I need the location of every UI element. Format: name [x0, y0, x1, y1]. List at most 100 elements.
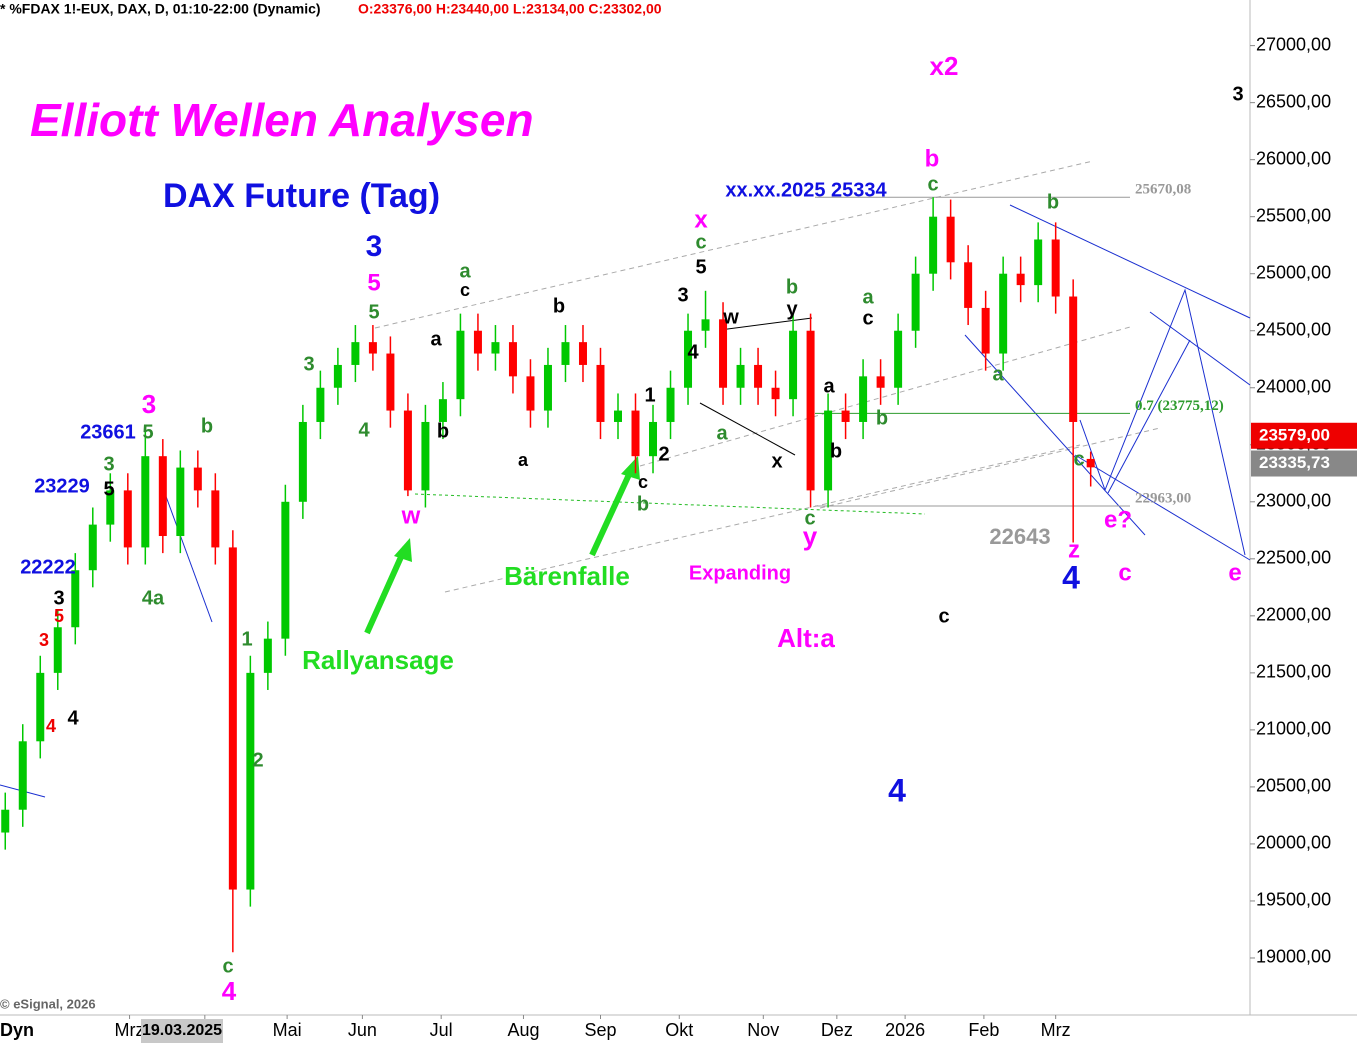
y-tick-label: 24000,00 — [1256, 377, 1331, 397]
wave-label: b — [786, 276, 798, 298]
y-tick-label: 26500,00 — [1256, 91, 1331, 111]
candle-body — [333, 364, 342, 388]
candle-body — [193, 467, 202, 491]
y-tick-label: 19000,00 — [1256, 947, 1331, 967]
drawings — [0, 160, 1251, 798]
candle-body — [981, 307, 990, 354]
candle-body — [841, 410, 850, 422]
candle-body — [53, 627, 62, 673]
wave-label: w — [401, 502, 421, 529]
x-tick-label: Okt — [665, 1020, 693, 1040]
y-tick-label: 26000,00 — [1256, 148, 1331, 168]
candle-body — [386, 353, 395, 411]
wave-label: 4 — [687, 341, 699, 363]
chart-title: Elliott Wellen Analysen — [30, 94, 534, 146]
candle-body — [946, 216, 955, 263]
wave-label: a — [518, 450, 529, 470]
wave-label: b — [637, 493, 649, 515]
wave-label: 3 — [677, 284, 688, 306]
candle-body — [684, 330, 693, 388]
wave-label: 23661 — [80, 421, 136, 443]
wave-label: c — [804, 507, 815, 529]
wave-label: b — [925, 145, 940, 172]
wave-label: 5 — [367, 269, 380, 296]
candle-body — [964, 262, 973, 308]
wave-label: x — [771, 450, 782, 472]
candle-body — [666, 387, 675, 422]
candle-body — [719, 319, 728, 388]
wave-label: y — [803, 521, 818, 551]
wave-label: b — [1047, 191, 1059, 213]
level-label: 22963,00 — [1135, 490, 1191, 506]
wave-label: e — [1228, 559, 1241, 586]
wave-label: w — [722, 306, 739, 328]
wave-label: 4 — [222, 976, 237, 1006]
x-tick-label: 2026 — [885, 1020, 925, 1040]
wave-label: 5 — [54, 606, 64, 626]
wave-label: a — [823, 375, 835, 397]
wave-label: 3 — [103, 453, 114, 475]
wave-label: Expanding — [689, 562, 791, 584]
cursor-date-box — [141, 1019, 223, 1043]
wave-label: a — [716, 422, 728, 444]
candle-body — [228, 547, 237, 890]
price-marker-label: 23335,73 — [1259, 453, 1330, 472]
candle-body — [141, 456, 150, 548]
wave-label: 5 — [695, 256, 706, 278]
wave-label: e? — [1104, 506, 1132, 533]
y-tick-label: 24500,00 — [1256, 319, 1331, 339]
wave-label: b — [437, 420, 449, 442]
cursor-date: 19.03.2025 — [141, 1019, 223, 1043]
candle-body — [106, 490, 115, 525]
wave-label: c — [460, 280, 470, 300]
wave-label: c — [938, 605, 949, 627]
wave-label: b — [553, 295, 565, 317]
candle-body — [701, 319, 710, 331]
wave-label: 2 — [658, 443, 669, 465]
header-symbol: * %FDAX 1!-EUX, DAX, D, 01:10-22:00 (Dyn… — [0, 1, 321, 17]
wave-label: c — [862, 307, 873, 329]
wave-label: 3 — [142, 389, 156, 419]
candle-body — [88, 524, 97, 571]
wave-label: 23229 — [34, 475, 90, 497]
wave-label: 5 — [142, 421, 153, 443]
x-tick-label: Feb — [968, 1020, 999, 1040]
price-marker — [1251, 422, 1357, 449]
wave-label: 1 — [241, 628, 252, 650]
wave-label: 4 — [888, 772, 906, 808]
candle-body — [158, 456, 167, 537]
candle-body — [368, 342, 377, 354]
wave-label: Bärenfalle — [504, 561, 630, 591]
y-tick-label: 21500,00 — [1256, 662, 1331, 682]
candle-body — [18, 741, 27, 810]
wave-label: Rallyansage — [302, 645, 454, 675]
wave-label: y — [786, 298, 798, 320]
wave-label: x2 — [930, 51, 959, 81]
wave-label: b — [876, 407, 888, 429]
wave-label: 5 — [103, 478, 114, 500]
x-tick-label: Mrz — [1041, 1020, 1071, 1040]
wave-label: 3 — [53, 587, 64, 609]
wave-label: 4a — [142, 587, 165, 609]
x-tick-label: Jun — [348, 1020, 377, 1040]
candle-body — [999, 273, 1008, 354]
candle-body — [123, 490, 132, 548]
wave-label: c — [222, 955, 233, 977]
candle-body — [351, 342, 360, 365]
candle-body — [1086, 458, 1095, 468]
candle-body — [578, 342, 587, 365]
wave-label: b — [201, 415, 213, 437]
x-tick-label: Mrz — [115, 1020, 145, 1040]
y-tick-label: 25500,00 — [1256, 205, 1331, 225]
candle-body — [473, 330, 482, 354]
candle-body — [298, 421, 307, 502]
candle-body — [771, 387, 780, 400]
candle-body — [438, 399, 447, 422]
candle-body — [456, 330, 465, 400]
wave-label: 4 — [1062, 559, 1080, 595]
y-tick-label: 27000,00 — [1256, 34, 1331, 54]
y-tick-label: 25000,00 — [1256, 262, 1331, 282]
candle-body — [613, 410, 622, 422]
candle-body — [526, 376, 535, 411]
